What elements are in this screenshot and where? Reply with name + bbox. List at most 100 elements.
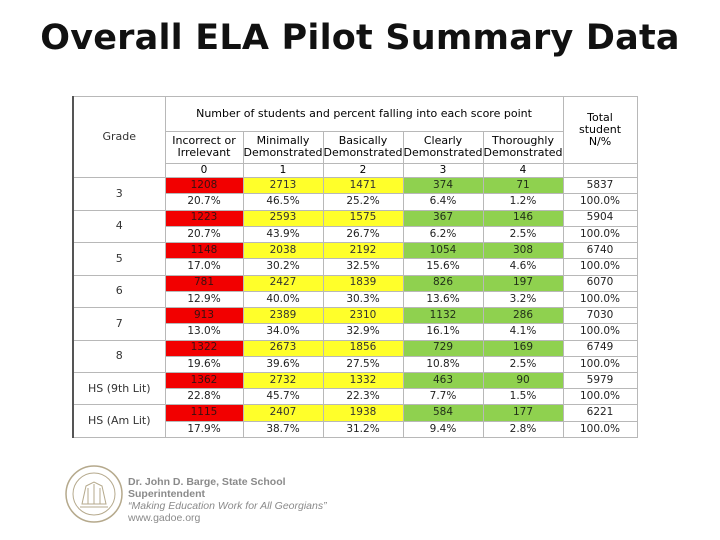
grade-count-row: 5 1148 2038 2192 1054 308 6740 bbox=[72, 242, 638, 276]
percent-cell: 1.2% bbox=[482, 193, 564, 211]
count-cell: 367 bbox=[402, 209, 484, 227]
grade-percent-row: 20.7% 43.9% 26.7% 6.2% 2.5% 100.0% bbox=[73, 225, 638, 244]
grade-label: 3 bbox=[72, 177, 166, 211]
percent-cell: 43.9% bbox=[242, 225, 324, 244]
count-cell: 90 bbox=[482, 371, 564, 390]
grade-header: Grade bbox=[72, 95, 166, 179]
total-percent-cell: 100.0% bbox=[562, 225, 638, 244]
count-cell: 2389 bbox=[242, 307, 324, 325]
total-header: Total student N/% bbox=[562, 96, 638, 164]
header-row-main: Grade Number of students and percent fal… bbox=[72, 95, 638, 179]
percent-cell: 38.7% bbox=[242, 420, 324, 439]
count-cell: 1115 bbox=[164, 404, 244, 422]
count-cell: 2593 bbox=[242, 209, 324, 227]
percent-cell: 30.2% bbox=[242, 258, 324, 276]
score-point-header: 3 bbox=[402, 162, 484, 179]
count-cell: 1471 bbox=[322, 177, 404, 195]
count-cell: 1856 bbox=[322, 339, 404, 357]
summary-table: Grade Number of students and percent fal… bbox=[72, 95, 638, 439]
percent-cell: 6.4% bbox=[402, 193, 484, 211]
count-cell: 1839 bbox=[322, 274, 404, 292]
percent-cell: 20.7% bbox=[164, 225, 244, 244]
category-header: Basically Demonstrated bbox=[322, 130, 404, 164]
grade-count-row: HS (Am Lit) 1115 2407 1938 584 177 6221 bbox=[72, 404, 638, 438]
footer-motto: “Making Education Work for All Georgians… bbox=[128, 500, 327, 512]
grade-count-row: 7 913 2389 2310 1132 286 7030 bbox=[72, 307, 638, 341]
percent-cell: 25.2% bbox=[322, 193, 404, 211]
score-point-header: 2 bbox=[322, 162, 404, 179]
percent-cell: 6.2% bbox=[402, 225, 484, 244]
grade-label: HS (Am Lit) bbox=[72, 404, 166, 438]
percent-cell: 17.0% bbox=[164, 258, 244, 276]
count-cell: 169 bbox=[482, 339, 564, 357]
category-header: Thoroughly Demonstrated bbox=[482, 130, 564, 164]
total-percent-cell: 100.0% bbox=[562, 388, 638, 406]
percent-cell: 45.7% bbox=[242, 388, 324, 406]
total-count-cell: 6221 bbox=[562, 404, 638, 422]
score-point-header-blank bbox=[562, 162, 638, 179]
percent-cell: 30.3% bbox=[322, 290, 404, 309]
count-cell: 146 bbox=[482, 209, 564, 227]
total-percent-cell: 100.0% bbox=[562, 420, 638, 439]
percent-cell: 16.1% bbox=[402, 323, 484, 341]
grade-percent-row: 20.7% 46.5% 25.2% 6.4% 1.2% 100.0% bbox=[73, 193, 638, 211]
percent-cell: 27.5% bbox=[322, 355, 404, 373]
percent-cell: 22.8% bbox=[164, 388, 244, 406]
grade-percent-row: 17.9% 38.7% 31.2% 9.4% 2.8% 100.0% bbox=[73, 420, 638, 439]
count-cell: 729 bbox=[402, 339, 484, 357]
category-header: Clearly Demonstrated bbox=[402, 130, 484, 164]
total-count-cell: 7030 bbox=[562, 307, 638, 325]
grade-count-row: HS (9th Lit) 1362 2732 1332 463 90 5979 bbox=[72, 371, 638, 406]
percent-cell: 2.5% bbox=[482, 355, 564, 373]
footer-line-2: Superintendent bbox=[128, 488, 206, 500]
count-cell: 1148 bbox=[164, 242, 244, 260]
total-count-cell: 6749 bbox=[562, 339, 638, 357]
count-cell: 781 bbox=[164, 274, 244, 292]
count-cell: 1938 bbox=[322, 404, 404, 422]
count-cell: 1054 bbox=[402, 242, 484, 260]
footer-text: Dr. John D. Barge, State School Superint… bbox=[128, 476, 388, 524]
footer-line-1: Dr. John D. Barge, State School bbox=[128, 476, 286, 488]
percent-cell: 17.9% bbox=[164, 420, 244, 439]
percent-cell: 10.8% bbox=[402, 355, 484, 373]
count-cell: 2038 bbox=[242, 242, 324, 260]
slide-title: Overall ELA Pilot Summary Data bbox=[40, 18, 680, 58]
grade-count-row: 3 1208 2713 1471 374 71 5837 bbox=[72, 177, 638, 211]
percent-cell: 22.3% bbox=[322, 388, 404, 406]
group-header: Number of students and percent falling i… bbox=[164, 96, 564, 132]
score-point-header: 4 bbox=[482, 162, 564, 179]
count-cell: 1322 bbox=[164, 339, 244, 357]
percent-cell: 39.6% bbox=[242, 355, 324, 373]
count-cell: 1575 bbox=[322, 209, 404, 227]
grade-label: 6 bbox=[72, 274, 166, 309]
percent-cell: 34.0% bbox=[242, 323, 324, 341]
header-row-categories: Incorrect or Irrelevant Minimally Demons… bbox=[73, 130, 637, 164]
count-cell: 286 bbox=[482, 307, 564, 325]
grade-label: 4 bbox=[72, 209, 166, 244]
count-cell: 913 bbox=[164, 307, 244, 325]
grade-label: 8 bbox=[72, 339, 166, 373]
total-count-cell: 5904 bbox=[562, 209, 638, 227]
georgia-state-seal-icon bbox=[65, 465, 123, 523]
count-cell: 463 bbox=[402, 371, 484, 390]
percent-cell: 12.9% bbox=[164, 290, 244, 309]
percent-cell: 1.5% bbox=[482, 388, 564, 406]
percent-cell: 4.1% bbox=[482, 323, 564, 341]
count-cell: 1362 bbox=[164, 371, 244, 390]
percent-cell: 20.7% bbox=[164, 193, 244, 211]
percent-cell: 31.2% bbox=[322, 420, 404, 439]
count-cell: 1332 bbox=[322, 371, 404, 390]
grade-count-row: 6 781 2427 1839 826 197 6070 bbox=[72, 274, 638, 309]
percent-cell: 40.0% bbox=[242, 290, 324, 309]
percent-cell: 7.7% bbox=[402, 388, 484, 406]
total-count-cell: 5837 bbox=[562, 177, 638, 195]
category-header: Incorrect or Irrelevant bbox=[164, 130, 244, 164]
grade-percent-row: 13.0% 34.0% 32.9% 16.1% 4.1% 100.0% bbox=[73, 323, 638, 341]
score-point-header: 1 bbox=[242, 162, 324, 179]
grade-count-row: 4 1223 2593 1575 367 146 5904 bbox=[72, 209, 638, 244]
percent-cell: 4.6% bbox=[482, 258, 564, 276]
grade-label: 5 bbox=[72, 242, 166, 276]
category-header: Minimally Demonstrated bbox=[242, 130, 324, 164]
total-percent-cell: 100.0% bbox=[562, 355, 638, 373]
grade-label: 7 bbox=[72, 307, 166, 341]
